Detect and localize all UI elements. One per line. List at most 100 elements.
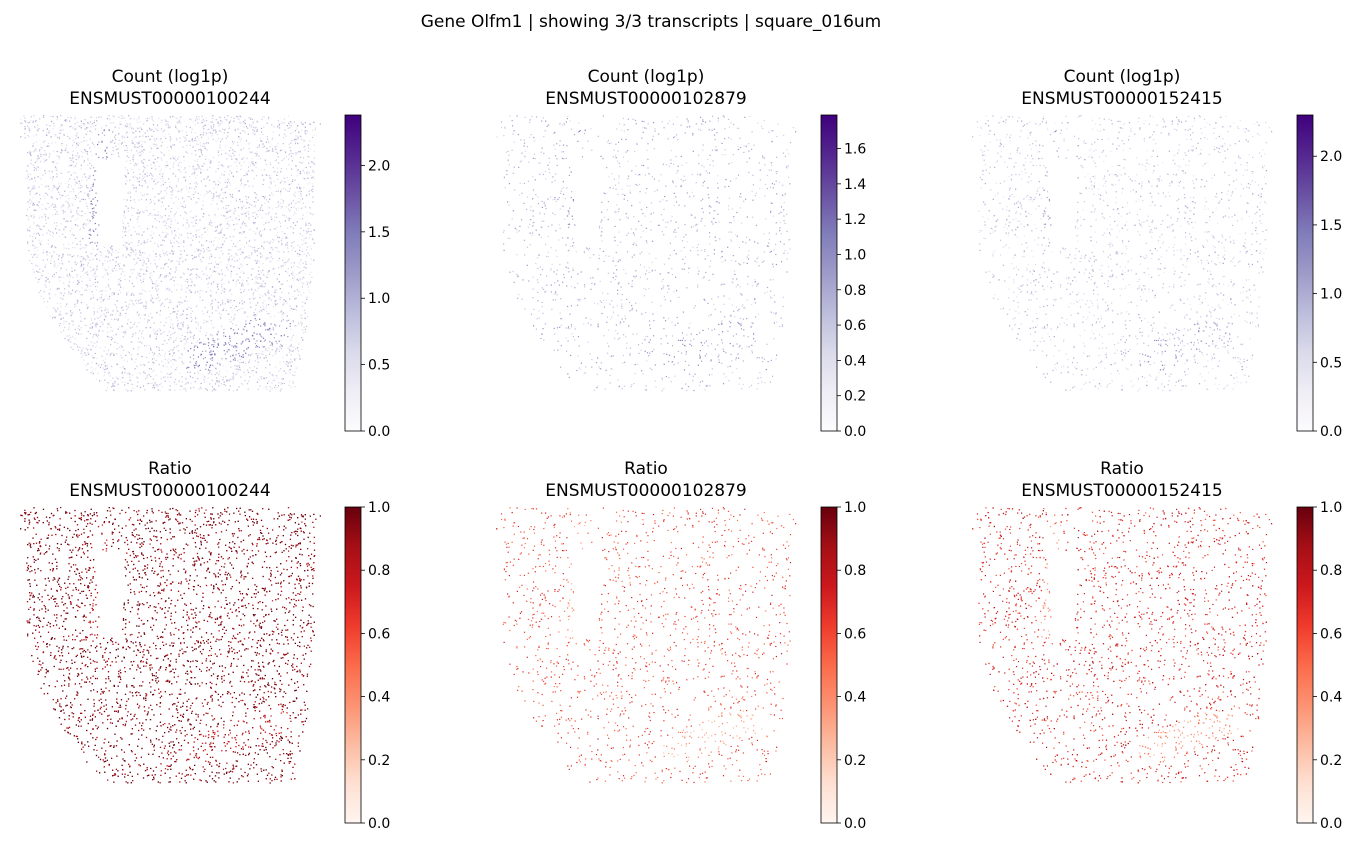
scatter-point: [157, 200, 159, 202]
scatter-point: [86, 153, 88, 155]
scatter-point: [313, 144, 315, 146]
scatter-point: [113, 385, 116, 387]
scatter-point: [217, 272, 220, 275]
scatter-point: [214, 230, 216, 232]
scatter-point: [157, 285, 159, 287]
scatter-point: [210, 241, 213, 243]
scatter-point: [177, 222, 179, 224]
scatter-point: [175, 117, 177, 119]
scatter-point: [161, 386, 163, 388]
scatter-point: [234, 357, 236, 359]
scatter-point: [281, 149, 283, 151]
scatter-point: [195, 268, 197, 270]
scatter-point: [226, 227, 228, 230]
scatter-point: [53, 162, 55, 164]
scatter-point: [117, 363, 119, 366]
scatter-point: [120, 143, 123, 145]
scatter-point: [290, 350, 292, 352]
scatter-point: [273, 180, 275, 182]
scatter-point: [266, 241, 268, 243]
scatter-point: [294, 130, 296, 132]
scatter-point: [194, 367, 196, 369]
scatter-point: [89, 234, 91, 236]
scatter-point: [246, 174, 248, 176]
scatter-point: [127, 350, 129, 352]
scatter-point: [58, 182, 60, 184]
scatter-point: [314, 128, 316, 130]
scatter-point: [208, 214, 210, 216]
scatter-point: [247, 202, 249, 204]
scatter-point: [72, 150, 74, 152]
scatter-point: [156, 384, 158, 386]
scatter-point: [237, 207, 240, 209]
scatter-point: [137, 209, 139, 211]
scatter-point: [153, 214, 155, 216]
scatter-point: [107, 326, 109, 329]
scatter-point: [214, 383, 217, 385]
scatter-point: [33, 217, 35, 219]
scatter-point: [245, 125, 248, 128]
scatter-point: [194, 251, 196, 253]
scatter-point: [81, 210, 83, 212]
scatter-point: [193, 337, 195, 339]
scatter-point: [303, 309, 305, 311]
scatter-point: [44, 280, 46, 282]
scatter-point: [197, 372, 199, 374]
scatter-point: [94, 170, 96, 172]
scatter-point: [218, 125, 220, 127]
scatter-point: [218, 373, 220, 375]
scatter-point: [247, 196, 249, 198]
scatter-point: [251, 288, 253, 290]
scatter-point: [230, 321, 232, 323]
scatter-point: [257, 216, 259, 218]
scatter-point: [202, 313, 204, 315]
scatter-point: [154, 140, 156, 142]
scatter-point: [291, 361, 293, 363]
scatter-point: [128, 127, 130, 129]
scatter-point: [116, 363, 118, 365]
scatter-point: [225, 375, 227, 378]
scatter-point: [308, 147, 310, 149]
scatter-point: [217, 180, 219, 182]
scatter-point: [229, 361, 232, 363]
scatter-point: [198, 241, 200, 243]
scatter-point: [302, 124, 304, 126]
scatter-point: [276, 348, 278, 350]
scatter-point: [79, 214, 81, 216]
scatter-point: [309, 281, 312, 283]
scatter-point: [97, 317, 99, 319]
scatter-point: [57, 118, 59, 120]
scatter-point: [276, 377, 278, 379]
scatter-point: [179, 372, 181, 374]
scatter-point: [44, 170, 46, 172]
scatter-point: [94, 276, 96, 278]
scatter-point: [72, 197, 74, 199]
scatter-point: [190, 382, 192, 384]
scatter-point: [296, 139, 298, 141]
scatter-point: [93, 211, 95, 213]
scatter-point: [245, 320, 247, 322]
scatter-point: [72, 215, 74, 217]
scatter-point: [125, 119, 127, 122]
scatter-point: [40, 277, 42, 279]
scatter-point: [213, 196, 215, 198]
scatter-point: [224, 129, 226, 131]
scatter-point: [287, 336, 289, 338]
scatter-point: [312, 183, 314, 185]
scatter-point: [90, 366, 92, 369]
scatter-point: [151, 225, 153, 227]
scatter-point: [86, 271, 89, 273]
scatter-point: [94, 285, 97, 288]
scatter-point: [63, 247, 65, 249]
scatter-point: [143, 364, 145, 366]
scatter-point: [179, 303, 181, 305]
scatter-point: [54, 204, 56, 206]
scatter-point: [97, 248, 99, 250]
scatter-point: [158, 221, 161, 223]
scatter-point: [101, 355, 103, 357]
scatter-point: [211, 357, 213, 359]
scatter-point: [170, 376, 172, 378]
scatter-point: [119, 123, 121, 125]
scatter-point: [136, 299, 138, 301]
scatter-point: [164, 208, 167, 211]
